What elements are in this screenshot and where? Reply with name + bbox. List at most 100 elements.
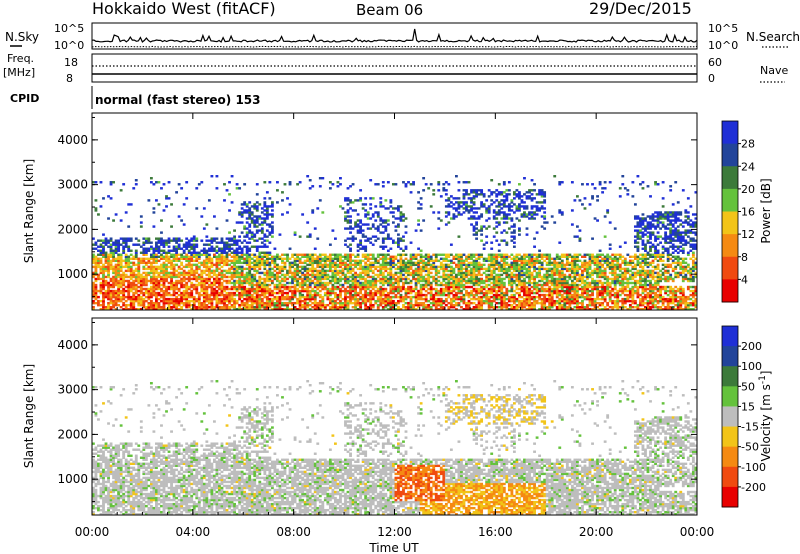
power-cell xyxy=(316,277,320,281)
power-cell xyxy=(255,307,259,311)
power-cell xyxy=(109,267,113,271)
power-cell xyxy=(180,253,184,256)
power-cell xyxy=(107,305,110,309)
power-cell xyxy=(270,289,274,293)
power-cell xyxy=(414,291,418,295)
power-cell xyxy=(137,279,141,283)
power-cell xyxy=(112,269,115,273)
power-cell xyxy=(155,243,158,246)
power-cell xyxy=(301,283,305,287)
power-cell xyxy=(160,249,163,252)
power-cell xyxy=(119,219,123,222)
power-cell xyxy=(278,287,282,291)
power-cell xyxy=(480,225,484,228)
power-cell xyxy=(523,277,526,281)
power-cell xyxy=(507,189,511,192)
power-cell xyxy=(207,299,211,303)
power-cell xyxy=(240,275,244,279)
power-cell xyxy=(112,295,115,299)
power-cell xyxy=(210,305,214,309)
power-cell xyxy=(437,181,441,184)
power-cell xyxy=(528,195,531,198)
power-cell xyxy=(349,253,352,256)
power-cell xyxy=(185,257,189,261)
power-cell xyxy=(447,301,451,305)
power-cell xyxy=(127,257,131,261)
power-cell xyxy=(165,205,168,208)
power-cell xyxy=(487,295,491,299)
power-cell xyxy=(139,281,143,285)
power-cell xyxy=(97,273,100,277)
power-cell xyxy=(308,259,312,263)
power-cell xyxy=(316,291,320,295)
power-cell xyxy=(119,291,123,295)
power-cell xyxy=(230,305,234,309)
power-cell xyxy=(230,271,234,275)
power-cell xyxy=(286,277,289,281)
power-cell xyxy=(306,273,310,277)
power-cell xyxy=(157,297,161,301)
power-cell xyxy=(339,295,342,299)
power-cell xyxy=(137,303,141,307)
power-cell xyxy=(298,271,302,275)
power-cell xyxy=(492,253,496,256)
power-cell xyxy=(528,287,531,291)
power-cell xyxy=(245,307,249,311)
power-cell xyxy=(306,291,310,295)
power-cell xyxy=(364,257,368,261)
power-cell xyxy=(175,275,179,279)
power-cell xyxy=(306,175,310,178)
power-cell xyxy=(250,219,254,222)
power-cell xyxy=(104,305,108,309)
power-cell xyxy=(109,261,113,265)
power-cell xyxy=(102,283,105,287)
power-cell xyxy=(142,271,146,275)
power-cell xyxy=(139,283,143,287)
power-cell xyxy=(518,233,521,236)
power-cell xyxy=(286,259,289,263)
power-cell xyxy=(102,291,105,295)
power-cell xyxy=(225,219,229,222)
power-cell xyxy=(175,263,179,267)
power-cell xyxy=(149,293,153,297)
power-cell xyxy=(462,201,466,204)
power-cell xyxy=(205,235,209,238)
power-cell xyxy=(518,219,521,222)
power-cell xyxy=(258,277,262,281)
power-cell xyxy=(187,259,191,263)
power-cell xyxy=(149,299,153,303)
power-cell xyxy=(505,189,509,192)
power-cell xyxy=(283,253,287,256)
power-cell xyxy=(134,289,138,293)
power-cell xyxy=(260,283,264,287)
power-cell xyxy=(344,303,347,307)
power-cell xyxy=(197,277,201,281)
power-cell xyxy=(316,287,320,291)
power-cell xyxy=(364,271,368,275)
power-cell xyxy=(180,273,184,277)
power-cell xyxy=(117,273,121,277)
power-cell xyxy=(485,227,489,230)
power-cell xyxy=(180,271,184,275)
power-cell xyxy=(492,201,496,204)
power-cell xyxy=(298,297,302,301)
power-cell xyxy=(533,291,536,295)
power-cell xyxy=(155,281,158,285)
power-cell xyxy=(177,297,181,301)
power-cell xyxy=(528,189,531,192)
power-cell xyxy=(268,275,272,279)
power-cell xyxy=(298,277,302,281)
power-cell xyxy=(407,259,410,263)
power-cell xyxy=(276,303,279,307)
power-cell xyxy=(207,297,211,301)
power-cell xyxy=(407,277,410,281)
power-cell xyxy=(180,219,184,222)
power-cell xyxy=(308,255,312,258)
power-cell xyxy=(465,181,468,184)
power-cell xyxy=(482,299,486,303)
power-cell xyxy=(485,273,489,277)
power-cell xyxy=(518,183,521,186)
power-cell xyxy=(102,267,105,271)
power-cell xyxy=(341,271,345,275)
power-cell xyxy=(346,187,350,190)
